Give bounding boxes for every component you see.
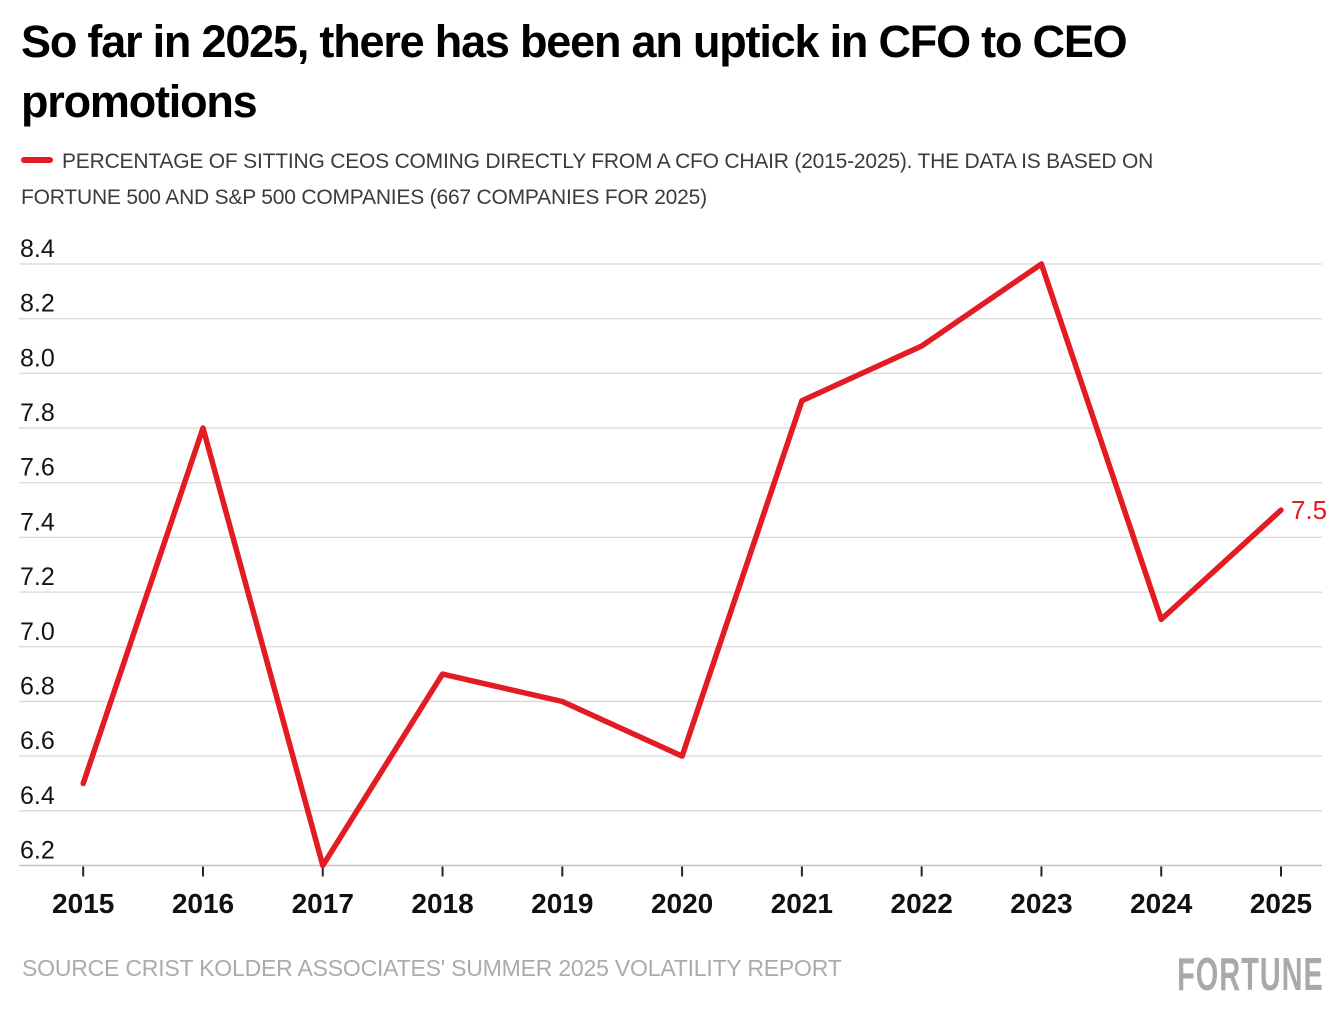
x-axis-label: 2025 xyxy=(1250,888,1312,919)
y-axis-label: 6.6 xyxy=(20,727,55,755)
y-axis-label: 7.4 xyxy=(20,508,55,536)
x-axis-label: 2017 xyxy=(292,888,354,919)
x-axis-label: 2015 xyxy=(52,888,114,919)
x-axis-label: 2023 xyxy=(1010,888,1072,919)
x-axis-label: 2022 xyxy=(891,888,953,919)
y-axis-label: 7.6 xyxy=(20,454,55,482)
y-axis-label: 7.0 xyxy=(20,618,55,646)
y-axis-label: 8.2 xyxy=(20,290,55,318)
y-axis-label: 8.0 xyxy=(20,344,55,372)
x-axis-label: 2024 xyxy=(1130,888,1193,919)
x-axis-label: 2018 xyxy=(411,888,473,919)
x-axis-label: 2016 xyxy=(172,888,234,919)
chart-legend: PERCENTAGE OF SITTING CEOS COMING DIRECT… xyxy=(21,144,1206,216)
y-axis-label: 6.4 xyxy=(20,782,55,810)
y-axis-label: 6.8 xyxy=(20,672,55,700)
source-text: SOURCE CRIST KOLDER ASSOCIATES' SUMMER 2… xyxy=(22,955,842,981)
series-line xyxy=(80,261,1284,869)
y-axis-label: 8.4 xyxy=(20,235,55,263)
legend-label: PERCENTAGE OF SITTING CEOS COMING DIRECT… xyxy=(21,150,1154,209)
y-axis-label: 6.2 xyxy=(20,837,55,865)
y-axis-label: 7.2 xyxy=(20,563,55,591)
x-axis-label: 2021 xyxy=(771,888,833,919)
x-axis-label: 2020 xyxy=(651,888,713,919)
end-value-label: 7.5 xyxy=(1291,495,1327,525)
page-title: So far in 2025, there has been an uptick… xyxy=(21,16,1128,127)
end-label-backing xyxy=(1284,492,1330,528)
y-axis-label: 7.8 xyxy=(20,399,55,427)
x-axis-label: 2019 xyxy=(531,888,593,919)
fortune-logo: FORTUNE xyxy=(1177,948,1324,1000)
legend-line-swatch-icon xyxy=(21,157,53,163)
